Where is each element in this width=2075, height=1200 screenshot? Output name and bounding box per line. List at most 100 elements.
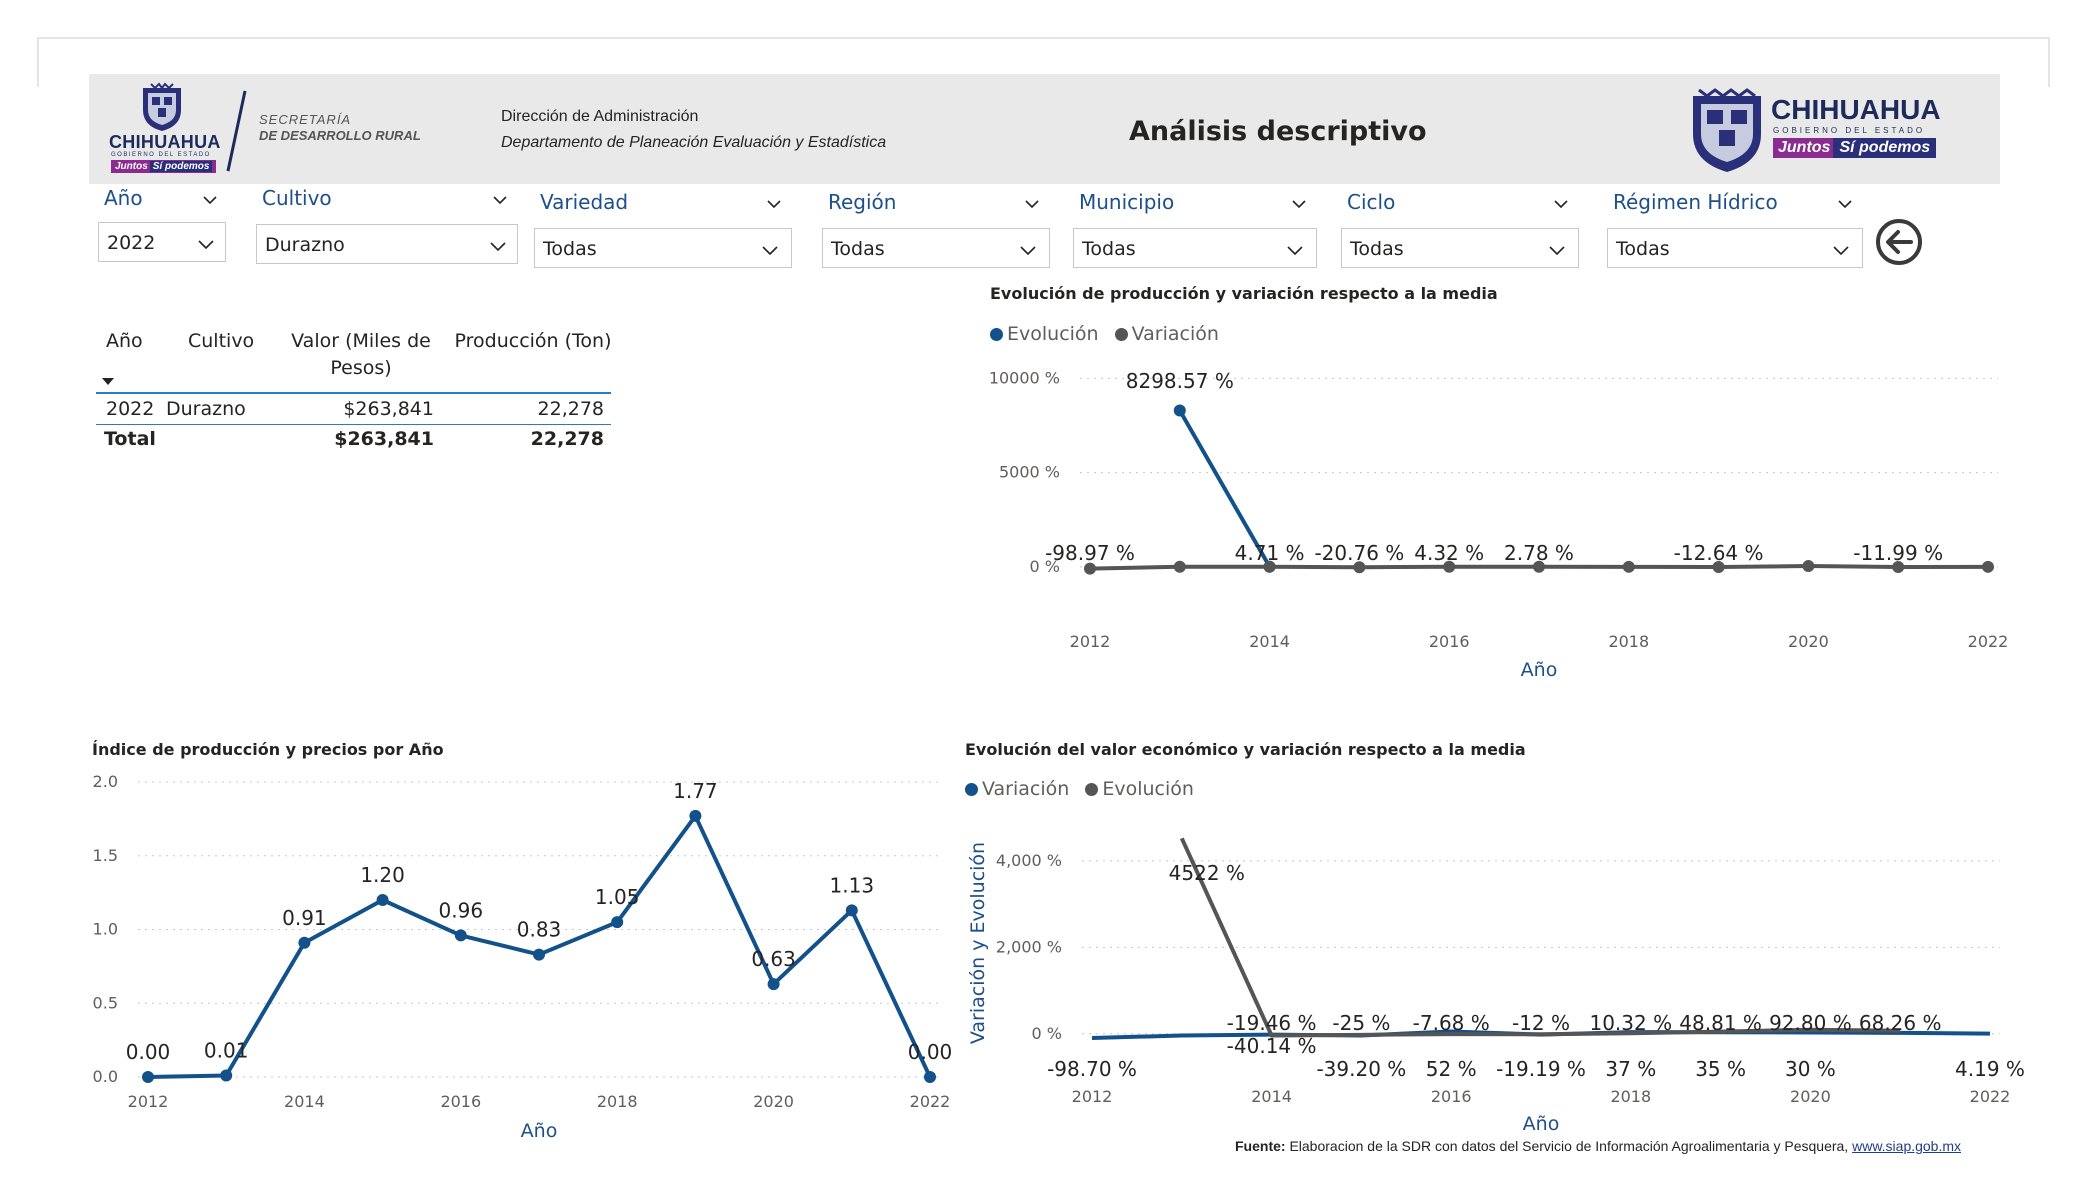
header-divider: [96, 392, 611, 394]
y-tick-label: 1.0: [93, 920, 118, 939]
series-line-evolución: [1178, 409, 1272, 568]
col-header-valor[interactable]: Valor (Miles de Pesos): [291, 330, 431, 379]
chevron-down-icon[interactable]: [1291, 196, 1307, 212]
x-tick-label: 2012: [128, 1092, 169, 1111]
chevron-down-icon[interactable]: [1553, 196, 1569, 212]
data-point: [1173, 404, 1186, 417]
chevron-down-icon[interactable]: [766, 196, 782, 212]
data-label: 1.13: [830, 873, 875, 897]
x-tick-label: 2018: [1610, 1087, 1651, 1106]
chihuahua-logo-left: CHIHUAHUA GOBIERNO DEL ESTADO Juntos Sí p…: [109, 82, 221, 178]
secretaria-line-1: SECRETARÍA: [259, 112, 352, 127]
slicer-label: Municipio: [1079, 190, 1175, 214]
chevron-down-icon[interactable]: [492, 192, 508, 208]
slicer-label: Región: [828, 190, 897, 214]
slogan-badge: Juntos Sí podemos: [1773, 138, 1937, 158]
slogan-b: Sí podemos: [149, 161, 213, 172]
source-link[interactable]: www.siap.gob.mx: [1852, 1138, 1962, 1154]
col-header-anio[interactable]: Año: [106, 330, 143, 352]
x-tick-label: 2014: [1249, 632, 1290, 651]
legend-item[interactable]: Evolución: [990, 323, 1099, 345]
department-info: Dirección de Administración Departamento…: [501, 104, 886, 156]
data-point: [454, 929, 467, 942]
brand-subtitle: GOBIERNO DEL ESTADO: [111, 152, 211, 158]
slicer-dropdown[interactable]: Todas: [822, 228, 1050, 268]
slicer-dropdown[interactable]: Todas: [1341, 228, 1579, 268]
data-label: 8298.57 %: [1126, 369, 1234, 393]
data-point: [611, 916, 624, 929]
slicer-dropdown[interactable]: Todas: [1607, 228, 1863, 268]
data-label: 37 %: [1605, 1057, 1656, 1081]
chevron-down-icon: [762, 246, 778, 256]
chevron-down-icon: [1020, 246, 1036, 256]
slicer-label: Ciclo: [1347, 190, 1396, 214]
col-header-produccion[interactable]: Producción (Ton): [454, 330, 612, 352]
y-tick-label: 10000 %: [989, 368, 1060, 387]
legend-item[interactable]: Variación: [1114, 323, 1219, 345]
legend-dot: [965, 783, 978, 796]
data-point: [924, 1071, 936, 1083]
x-tick-label: 2020: [753, 1092, 794, 1111]
data-point: [1982, 560, 1994, 573]
data-label: -39.20 %: [1316, 1057, 1406, 1081]
slicer-dropdown[interactable]: Durazno: [256, 224, 518, 264]
chevron-down-icon[interactable]: [202, 192, 218, 208]
slicer-dropdown[interactable]: Todas: [534, 228, 792, 268]
slicer-value: Durazno: [265, 234, 345, 256]
chevron-down-icon[interactable]: [1837, 196, 1853, 212]
data-point: [1353, 561, 1366, 574]
slicer-value: Todas: [1082, 238, 1136, 260]
x-tick-label: 2016: [1431, 1087, 1472, 1106]
y-tick-label: 5000 %: [999, 463, 1060, 482]
data-label: -19.19 %: [1496, 1057, 1586, 1081]
x-tick-label: 2022: [1970, 1087, 2011, 1106]
y-tick-label: 4,000 %: [996, 851, 1062, 870]
chevron-down-icon[interactable]: [1024, 196, 1040, 212]
sort-descending-icon[interactable]: [102, 378, 114, 385]
departamento-label: Departamento de Planeación Evaluación y …: [501, 134, 887, 151]
secretaria-line-2: DE DESARROLLO RURAL: [259, 128, 421, 143]
legend-valor: Variación Evolución: [965, 778, 1204, 800]
slicer-dropdown[interactable]: Todas: [1073, 228, 1317, 268]
source-footer: Fuente: Elaboracion de la SDR con datos …: [1235, 1138, 1961, 1154]
secretaria-label: SECRETARÍA DE DESARROLLO RURAL: [259, 112, 421, 144]
data-point: [376, 894, 389, 906]
data-label: -98.70 %: [1047, 1057, 1137, 1081]
legend-dot: [1114, 328, 1128, 341]
legend-label: Evolución: [1102, 778, 1194, 800]
legend-item[interactable]: Variación: [965, 778, 1069, 800]
data-point: [142, 1071, 154, 1083]
x-tick-label: 2014: [284, 1092, 325, 1111]
data-label: -12.64 %: [1674, 541, 1764, 565]
data-label: 4.71 %: [1235, 541, 1305, 565]
total-label: Total: [104, 428, 156, 450]
y-tick-label: 2,000 %: [996, 937, 1062, 956]
x-tick-label: 2016: [440, 1092, 481, 1111]
x-tick-label: 2020: [1790, 1087, 1831, 1106]
slogan-a: Juntos: [1773, 138, 1836, 158]
brand-name: CHIHUAHUA: [109, 132, 221, 152]
state-crest-icon: [1693, 88, 1761, 172]
legend-item[interactable]: Evolución: [1085, 778, 1194, 800]
x-axis-title: Año: [1521, 659, 1558, 681]
x-tick-label: 2018: [1608, 632, 1649, 651]
back-arrow-icon[interactable]: [1875, 218, 1923, 266]
slicer-dropdown[interactable]: 2022: [98, 222, 226, 262]
legend-label: Evolución: [1007, 323, 1099, 345]
col-header-cultivo[interactable]: Cultivo: [188, 330, 255, 352]
chart-title-indice: Índice de producción y precios por Año: [92, 740, 444, 759]
slicer-value: Todas: [1616, 238, 1670, 260]
slogan-b: Sí podemos: [1833, 138, 1937, 158]
brand-subtitle: GOBIERNO DEL ESTADO: [1773, 126, 1926, 135]
frame-border: [37, 37, 2050, 39]
data-point: [1263, 560, 1276, 573]
data-label: -7.68 %: [1413, 1011, 1490, 1035]
data-point: [845, 904, 858, 917]
data-label: -11.99 %: [1853, 541, 1943, 565]
y-axis-title: Variación y Evolución: [967, 842, 989, 1044]
data-label: -25 %: [1332, 1011, 1390, 1035]
page-title: Análisis descriptivo: [1129, 116, 1427, 147]
slicer-value: Todas: [543, 238, 597, 260]
data-point: [1712, 561, 1725, 574]
